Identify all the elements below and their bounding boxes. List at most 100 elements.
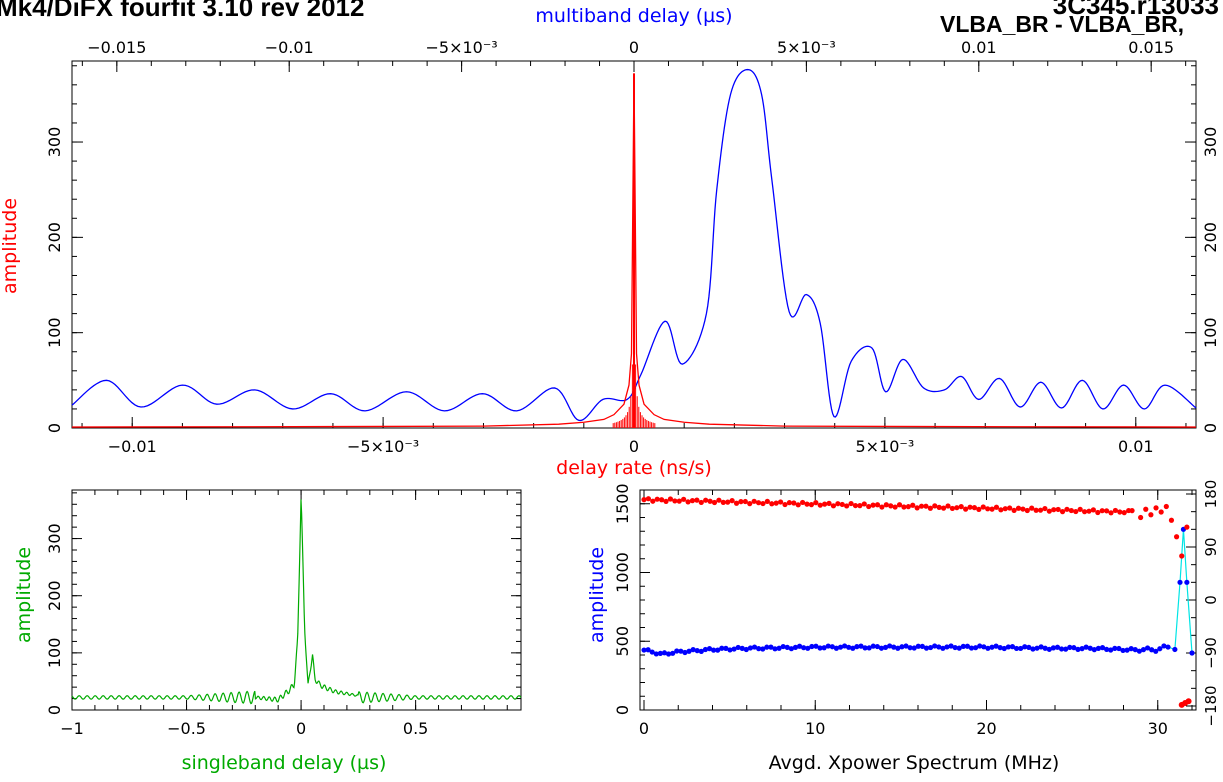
phase-point [674,648,680,654]
phase-point [1026,644,1032,650]
phase-point [731,646,737,652]
amplitude-point [1163,503,1169,510]
singleband-tick-label: 0.5 [403,719,428,738]
delay-rate-tick-label: −5×10⁻³ [347,437,419,456]
amplitude-point [971,505,978,511]
amplitude-point [1077,506,1083,512]
phase-point [1083,644,1089,650]
amplitude-point [1064,506,1070,512]
amplitude-point [958,504,964,510]
amplitude-point [993,504,1000,510]
phase-point [698,648,704,654]
amplitude-point [1184,524,1190,530]
xpower-amplitude-tick-label: 500 [613,626,632,657]
phase-point [690,647,696,653]
phase-point [1157,646,1163,652]
phase-point [805,645,811,651]
phase-point [842,643,848,649]
amplitude-point [720,499,726,505]
amplitude-point [663,498,669,504]
amplitude-point [905,504,911,510]
amplitude-point [852,502,859,509]
phase-point [1005,644,1011,650]
phase-point [944,644,950,650]
amplitude-point [1037,507,1044,513]
header-baseline: VLBA_BR - VLBA_BR, [940,11,1185,37]
amplitude-point [892,504,898,510]
amplitude-point [1033,507,1039,513]
xpower-tick-label: 30 [1148,719,1168,738]
phase-point [743,646,749,653]
multiband-delay-series [71,68,1197,422]
amplitude-point [694,497,700,503]
phase-point [1018,645,1024,652]
phase-point [993,643,999,649]
phase-point [989,644,995,650]
phase-point [1132,647,1138,653]
amplitude-point [681,496,687,502]
multiband-tick-label: 5×10⁻³ [777,38,836,57]
phase-point [874,643,880,650]
amplitude-point [1051,507,1057,513]
phase-point [829,644,835,650]
phase-point [907,645,913,651]
delay-rate-series [71,73,1197,428]
amplitude-point [910,502,916,508]
amplitude-point [1153,505,1159,511]
amplitude-point [1059,509,1066,515]
amplitude-point [813,500,819,506]
phase-point [997,645,1003,651]
phase-point [973,645,979,651]
xpower-tick-label: 0 [639,719,649,738]
phase-point [1001,645,1007,652]
amplitude-tick-label-right: 200 [1201,222,1220,253]
amplitude-point [672,498,678,504]
amplitude-point [800,499,806,506]
phase-point [1144,645,1151,651]
phase-point [923,645,930,651]
phase-point [850,645,856,651]
phase-point [1149,647,1155,653]
amplitude-point [738,499,744,505]
phase-point [1165,644,1171,650]
amplitude-point [654,496,660,502]
phase-point [657,650,663,656]
phase-point [1153,648,1159,654]
phase-point [862,645,868,651]
phase-point [719,645,725,651]
singleband-delay-series [71,499,522,705]
phase-point [887,643,893,649]
phase-point [837,644,844,650]
phase-point [801,645,807,651]
phase-point [678,648,684,654]
phase-point [780,643,786,650]
multiband-tick-label: −0.01 [265,38,314,57]
amplitude-point [936,504,942,510]
phase-point [1038,644,1044,650]
phase-tick-label: −90 [1202,637,1220,669]
singleband-delay-axis-label: singleband delay (µs) [182,752,387,774]
amplitude-point [954,505,960,511]
amplitude-point [870,502,876,508]
amplitude-point [1099,508,1105,514]
xpower-spectrum-axis-label: Avgd. Xpower Spectrum (MHz) [769,752,1060,774]
phase-point [1075,646,1081,652]
xpower-amplitude-tick-label: 0 [613,705,632,715]
singleband-amplitude-tick-label: 100 [45,638,64,669]
amplitude-point [1011,507,1017,514]
amplitude-point [817,502,823,508]
phase-point [899,644,905,650]
amplitude-point [1117,509,1123,515]
amplitude-point [751,498,757,504]
amplitude-point [1129,508,1135,514]
singleband-amplitude-tick-label: 300 [45,523,64,554]
amplitude-point [791,500,797,506]
amplitude-point [764,498,770,504]
phase-point [784,644,790,650]
amplitude-point [1042,505,1048,512]
singleband-tick-label: −0.5 [167,719,206,738]
amplitude-tick-label-right: 300 [1201,127,1220,158]
phase-point [956,645,962,651]
amplitude-point [755,500,762,506]
amplitude-point [795,502,801,508]
